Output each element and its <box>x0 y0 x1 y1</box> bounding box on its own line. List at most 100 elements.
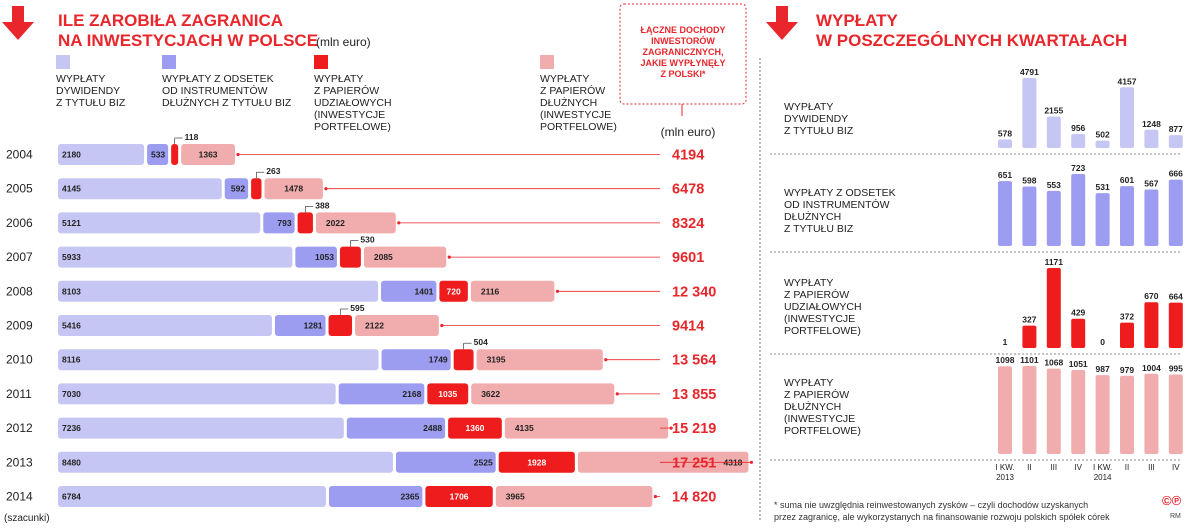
legend-label: Z PAPIERÓW <box>314 84 379 97</box>
total-value: 13 855 <box>672 387 716 403</box>
quarter-bar <box>1046 190 1061 246</box>
segment-value: 1928 <box>527 457 546 467</box>
quarter-bar <box>1168 135 1183 148</box>
bar-segment <box>339 246 361 268</box>
year-label: 2009 <box>6 319 33 333</box>
legend-label: Z TYTUŁU BIZ <box>56 97 126 109</box>
legend-label: WYPŁATY <box>540 73 589 85</box>
segment-value: 592 <box>231 184 245 194</box>
quarter-bar <box>998 139 1012 148</box>
right-title-line2: W POSZCZEGÓLNYCH KWARTAŁACH <box>816 31 1127 50</box>
segment-value: 388 <box>315 200 329 210</box>
quarter-bar <box>1120 87 1134 148</box>
quarter-value: 1171 <box>1045 257 1064 267</box>
legend-label: (INWESTYCJE <box>314 109 385 121</box>
segment-value: 7236 <box>62 423 81 433</box>
segment-value: 504 <box>474 337 488 347</box>
panel-label: Z TYTUŁU BIZ <box>784 125 854 137</box>
total-value: 9601 <box>672 250 704 266</box>
segment-value: 1053 <box>315 252 334 262</box>
quarter-label: I KW. <box>995 463 1014 472</box>
legend-swatch <box>56 55 70 69</box>
connector-dot <box>615 392 619 396</box>
total-value: 9414 <box>672 319 704 335</box>
bar-segment <box>58 178 222 200</box>
year-label: 2006 <box>6 216 33 230</box>
legend-label: (INWESTYCJE <box>540 109 611 121</box>
quarter-bar <box>1144 129 1159 148</box>
bar-segment <box>171 144 179 165</box>
bar-segment <box>58 280 379 302</box>
connector-dot <box>447 255 451 259</box>
panel-label: Z PAPIERÓW <box>784 288 849 301</box>
segment-value: 1401 <box>414 286 433 296</box>
quarter-bar <box>1071 318 1086 348</box>
left-title-line1: ILE ZAROBIŁA ZAGRANICA <box>58 11 283 30</box>
segment-value: 2365 <box>400 492 419 502</box>
segment-value: 4145 <box>62 184 81 194</box>
bar-segment <box>315 212 396 234</box>
total-value: 14 820 <box>672 490 716 506</box>
connector-dot <box>669 426 673 430</box>
connector-dot <box>236 152 240 157</box>
connector-dot <box>440 323 444 328</box>
quarter-value: 2155 <box>1044 106 1063 116</box>
segment-value: 720 <box>447 286 461 296</box>
quarter-label: II <box>1027 463 1031 472</box>
bar-segment <box>476 349 603 371</box>
bar-segment <box>58 246 293 268</box>
connector-dot <box>324 187 328 191</box>
quarter-value: 553 <box>1047 180 1061 190</box>
quarter-value: 670 <box>1144 291 1158 301</box>
segment-value: 2180 <box>62 150 81 160</box>
quarter-value: 4791 <box>1020 67 1039 77</box>
bar-segment <box>363 246 447 268</box>
panel-label: UDZIAŁOWYCH <box>784 301 862 313</box>
quarter-value: 372 <box>1120 312 1134 322</box>
total-value: 8324 <box>672 216 704 232</box>
quarter-bar <box>1144 373 1159 454</box>
bar-segment <box>147 144 169 165</box>
segment-value: 8103 <box>62 286 81 296</box>
quarter-value: 979 <box>1120 365 1134 375</box>
quarter-value: 666 <box>1169 169 1183 179</box>
panel-label: WYPŁATY <box>784 101 833 113</box>
quarter-value: 1068 <box>1044 358 1063 368</box>
bar-segment <box>58 315 272 336</box>
segment-value: 1478 <box>284 184 303 194</box>
quarter-bar <box>1168 302 1183 348</box>
panel-label: Z PAPIERÓW <box>784 388 849 401</box>
bar-segment <box>448 417 502 439</box>
quarter-label: II <box>1125 463 1129 472</box>
quarter-bar <box>1120 375 1134 454</box>
quarter-bar <box>1168 179 1183 246</box>
quarter-value: 1101 <box>1020 355 1039 365</box>
left-down-arrow-icon <box>2 6 34 40</box>
legend-label: WYPŁATY <box>56 73 105 85</box>
quarter-bar <box>1095 375 1110 454</box>
quarter-value: 664 <box>1169 292 1183 302</box>
quarter-value: 598 <box>1022 175 1036 185</box>
legend-label: DŁUŻNYCH <box>540 96 597 109</box>
quarter-bar <box>1095 193 1110 246</box>
segment-value: 8116 <box>62 355 81 365</box>
year-label: 2013 <box>6 455 33 469</box>
quarter-label: 2013 <box>996 473 1014 482</box>
segment-value: 5416 <box>62 321 81 331</box>
segment-value: 6784 <box>62 492 81 502</box>
bar-segment <box>297 212 313 234</box>
bar-segment <box>495 486 653 507</box>
bar-segment <box>470 280 555 302</box>
quarter-bar <box>1022 325 1037 348</box>
bar-segment <box>346 417 446 439</box>
bar-segment <box>453 349 474 371</box>
estimate-note: (szacunki) <box>4 513 50 524</box>
panel-label: DŁUŻNYCH <box>784 400 841 413</box>
quarter-bar <box>1095 140 1110 148</box>
quarter-bar <box>1120 322 1134 348</box>
bar-segment <box>58 349 379 371</box>
legend-swatch <box>314 55 328 69</box>
panel-label: Z TYTUŁU BIZ <box>784 223 854 235</box>
